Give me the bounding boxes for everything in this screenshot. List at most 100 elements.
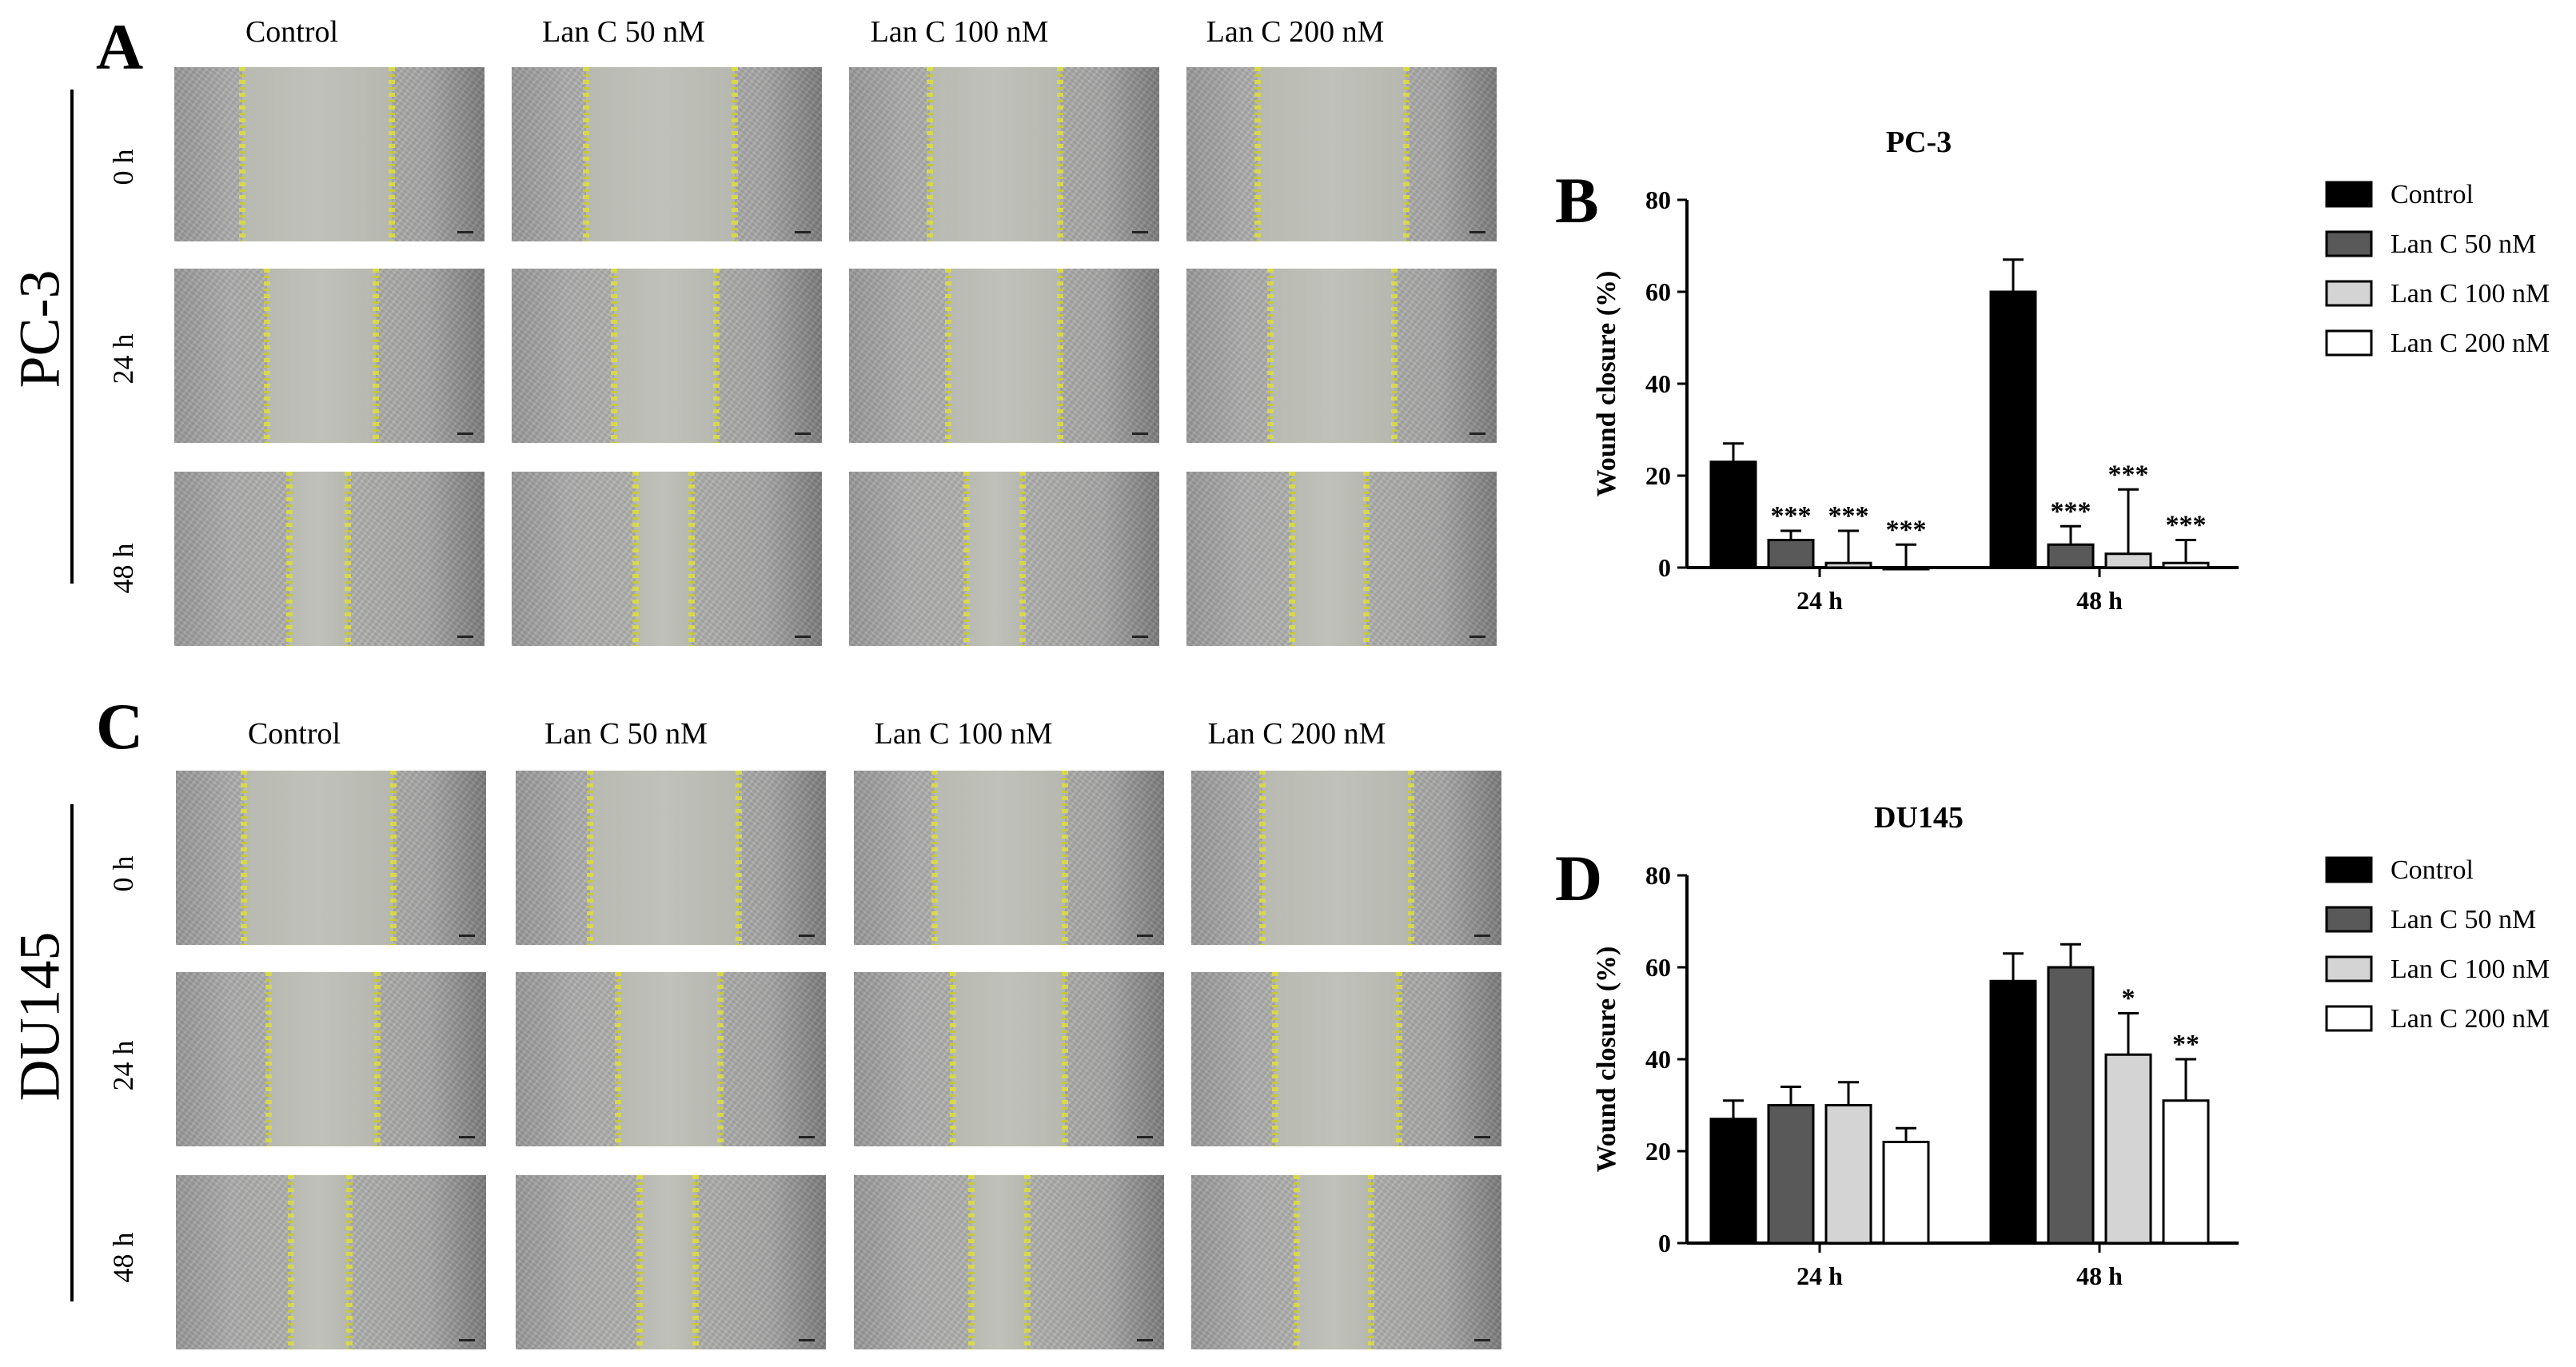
cell-line-label-du145: DU145 [7, 931, 72, 1102]
du145-legend-label: Lan C 100 nM [2391, 955, 2550, 984]
wound-edge-right [692, 1175, 700, 1349]
du145-x-tick-label: 48 h [2076, 1261, 2123, 1290]
bar-chart-pc3: PC-3 0 20 40 60 80 Wound closure (%) *** *** *** 2… [1592, 126, 2550, 615]
wound-gap [934, 771, 1065, 945]
du145-bar [2104, 1053, 2152, 1245]
pc3-significance-label: *** [2051, 496, 2092, 526]
wound-gap [586, 67, 736, 241]
wound-edge-right [688, 472, 696, 646]
scale-bar [1474, 1136, 1490, 1138]
wound-edge-right [736, 771, 743, 945]
du145-significance-label: ** [2172, 1030, 2199, 1059]
pc3-y-axis-label: Wound closure (%) [1592, 271, 1621, 497]
pc3-micrograph-r2-c1 [174, 269, 484, 443]
wound-edge-left [945, 269, 952, 443]
pc3-y-tick-label: 60 [1645, 277, 1671, 306]
wound-edge-left [636, 1175, 644, 1349]
pc3-chart-title: PC-3 [1886, 126, 1952, 159]
wound-edge-right [388, 67, 395, 241]
du145-y-tick-label: 60 [1645, 953, 1671, 982]
wound-gap [242, 67, 392, 241]
column-header-lanc-50: Lan C 50 nM [542, 15, 705, 49]
wound-edge-left [265, 972, 273, 1146]
pc3-legend-swatch [2325, 181, 2373, 208]
wound-edge-left [1288, 472, 1295, 646]
wound-gap [971, 1175, 1028, 1349]
pc3-significance-label: *** [2166, 511, 2207, 540]
pc3-legend-label: Lan C 50 nM [2391, 229, 2536, 259]
scale-bar [1469, 636, 1485, 638]
du145-micrograph-r3-c2 [516, 1175, 826, 1349]
wound-edge-left [1254, 67, 1262, 241]
du145-micrograph-r2-c2 [516, 972, 826, 1146]
wound-edge-left [1271, 972, 1278, 1146]
wound-edge-right [1363, 472, 1370, 646]
wound-gap [614, 269, 717, 443]
pc3-micrograph-r3-c3 [849, 472, 1159, 646]
scale-bar [795, 636, 811, 638]
pc3-significance-label: *** [1771, 501, 1812, 531]
du145-legend-swatch [2325, 906, 2373, 933]
wound-gap [269, 972, 378, 1146]
pc3-legend-label: Control [2391, 180, 2474, 209]
time-label-0h: 0 h [107, 149, 139, 185]
wound-gap [244, 771, 393, 945]
wound-gap [1270, 269, 1394, 443]
pc3-legend-label: Lan C 200 nM [2391, 329, 2550, 358]
scale-bar [1132, 432, 1148, 435]
wound-gap [1274, 972, 1399, 1146]
pc3-y-tick-label: 0 [1658, 553, 1671, 582]
pc3-y-tick-label: 80 [1645, 185, 1671, 214]
du145-micrograph-r3-c4 [1191, 1175, 1501, 1349]
du145-bar [1824, 1104, 1872, 1245]
wound-edge-right [1019, 472, 1027, 646]
wound-edge-left [1259, 771, 1266, 945]
scale-bar [1469, 231, 1485, 233]
pc3-micrograph-r3-c4 [1186, 472, 1497, 646]
pc3-bar [2047, 543, 2095, 569]
pc3-y-tick-label: 20 [1645, 461, 1671, 490]
pc3-significance-label: *** [1886, 515, 1927, 544]
du145-micrograph-r2-c3 [854, 972, 1164, 1146]
wound-edge-left [926, 67, 933, 241]
du145-micrograph-r3-c3 [854, 1175, 1164, 1349]
wound-edge-right [346, 1175, 353, 1349]
du145-bar [2162, 1099, 2210, 1245]
wound-edge-right [713, 269, 720, 443]
wound-edge-right [345, 472, 352, 646]
scale-bar [799, 1339, 815, 1341]
du145-bar [1767, 1104, 1815, 1245]
du145-legend-label: Lan C 50 nM [2391, 905, 2536, 935]
column-header-lanc-200: Lan C 200 nM [1206, 15, 1385, 49]
cell-line-label-pc3: PC-3 [7, 269, 72, 389]
pc3-micrograph-r1-c4 [1186, 67, 1497, 241]
pc3-micrograph-r3-c2 [512, 472, 822, 646]
pc3-legend-swatch [2325, 329, 2373, 357]
scale-bar [1132, 636, 1148, 638]
wound-gap [590, 771, 740, 945]
wound-edge-right [1390, 269, 1398, 443]
pc3-micrograph-r2-c3 [849, 269, 1159, 443]
column-header-control: Control [245, 15, 339, 49]
wound-edge-right [1395, 972, 1402, 1146]
wound-edge-left [241, 771, 248, 945]
time-label-24h-du145: 24 h [107, 1040, 139, 1091]
wound-edge-left [239, 67, 246, 241]
wound-gap [267, 269, 377, 443]
wound-edge-left [1266, 269, 1274, 443]
wound-edge-right [389, 771, 397, 945]
time-label-0h-du145: 0 h [107, 855, 139, 892]
scale-bar [459, 935, 475, 937]
wound-gap [618, 972, 721, 1146]
wound-edge-right [1403, 67, 1410, 241]
pc3-bar [2104, 552, 2152, 569]
scale-bar [459, 1339, 475, 1341]
du145-micrograph-r1-c1 [176, 771, 486, 945]
column-header-lanc-50-du145: Lan C 50 nM [544, 717, 708, 751]
wound-edge-left [285, 472, 293, 646]
wound-edge-left [632, 472, 640, 646]
pc3-x-tick-label: 48 h [2076, 586, 2123, 615]
pc3-micrograph-r2-c4 [1186, 269, 1497, 443]
wound-gap [967, 472, 1023, 646]
column-header-lanc-200-du145: Lan C 200 nM [1207, 717, 1386, 751]
